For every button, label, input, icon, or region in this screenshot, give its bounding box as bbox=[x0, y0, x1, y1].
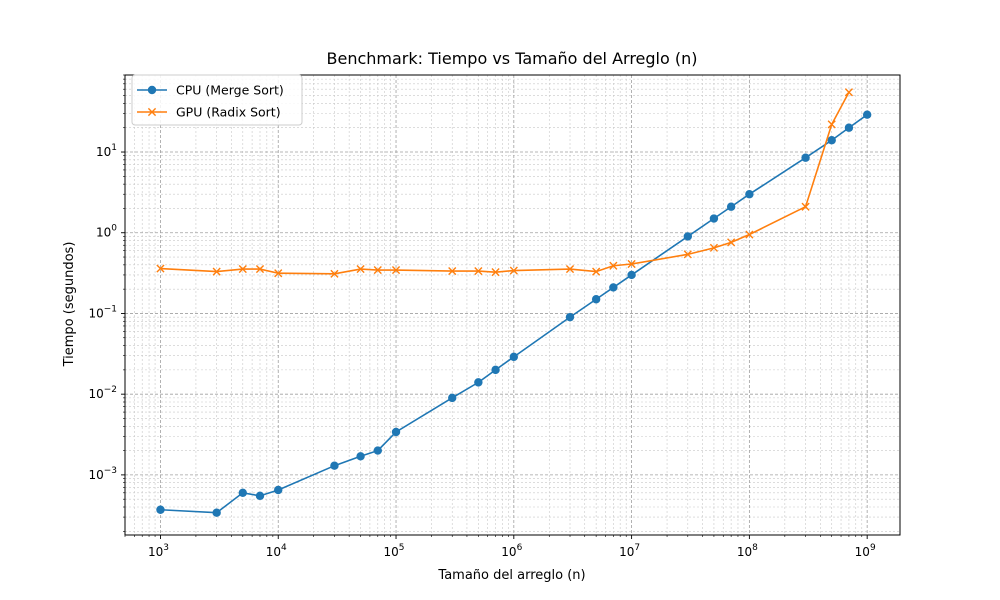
gpu-data-point bbox=[255, 264, 265, 274]
cpu-data-point bbox=[156, 505, 165, 514]
gpu-data-point bbox=[801, 202, 810, 211]
cpu-data-point bbox=[827, 136, 836, 145]
gpu-data-point bbox=[391, 265, 401, 275]
cpu-data-point bbox=[627, 270, 636, 280]
cpu-data-point bbox=[274, 485, 283, 495]
cpu-data-point bbox=[373, 446, 382, 455]
gpu-data-point bbox=[827, 120, 836, 129]
cpu-data-point bbox=[238, 488, 247, 497]
gpu-data-point bbox=[844, 88, 854, 97]
legend-box bbox=[131, 74, 303, 126]
legend: CPU (Merge Sort) GPU (Radix Sort) bbox=[131, 74, 303, 126]
cpu-data-point bbox=[844, 123, 854, 132]
cpu-data-point bbox=[391, 427, 401, 437]
cpu-data-point bbox=[448, 393, 457, 403]
gpu-data-point bbox=[627, 259, 636, 269]
cpu-legend-marker bbox=[147, 85, 157, 95]
cpu-data-point bbox=[745, 190, 754, 199]
cpu-data-point bbox=[491, 365, 500, 375]
cpu-data-point bbox=[212, 508, 221, 517]
gpu-data-point bbox=[474, 266, 483, 276]
gpu-data-point bbox=[745, 230, 754, 239]
gpu-legend-label: GPU (Radix Sort) bbox=[176, 105, 281, 120]
gpu-series-line bbox=[160, 91, 850, 275]
gpu-data-point bbox=[274, 269, 283, 278]
cpu-data-point bbox=[255, 491, 265, 501]
gpu-data-point bbox=[609, 261, 618, 270]
gpu-data-point bbox=[156, 264, 165, 273]
gpu-data-point bbox=[683, 250, 692, 259]
cpu-data-point bbox=[683, 232, 692, 241]
gpu-data-point bbox=[330, 269, 339, 278]
gpu-data-point bbox=[238, 264, 247, 274]
gpu-data-point bbox=[509, 266, 518, 275]
gpu-data-point bbox=[727, 238, 736, 247]
cpu-data-point bbox=[330, 461, 339, 470]
x-axis: 103 104 105 106 107 108 109 bbox=[124, 535, 876, 559]
cpu-data-point bbox=[709, 214, 719, 223]
chart-title: Benchmark: Tiempo vs Tamaño del Arreglo … bbox=[327, 49, 698, 68]
cpu-data-point bbox=[726, 202, 736, 211]
y-axis-label: Tiempo (segundos) bbox=[62, 242, 77, 368]
gpu-data-point bbox=[356, 264, 365, 274]
cpu-data-point bbox=[474, 378, 483, 387]
gpu-data-point bbox=[709, 243, 719, 252]
cpu-data-point bbox=[356, 452, 365, 461]
cpu-legend-label: CPU (Merge Sort) bbox=[176, 83, 284, 98]
plot-area-frame bbox=[124, 74, 901, 536]
gpu-data-point bbox=[592, 267, 601, 276]
cpu-data-point bbox=[862, 110, 872, 119]
cpu-data-point bbox=[609, 283, 618, 292]
gpu-data-point bbox=[491, 268, 500, 277]
major-grid bbox=[125, 75, 900, 535]
series-layer bbox=[156, 88, 872, 517]
gpu-data-point bbox=[565, 264, 575, 274]
gpu-data-point bbox=[448, 266, 457, 276]
cpu-data-point bbox=[801, 153, 810, 162]
cpu-data-point bbox=[509, 352, 519, 362]
cpu-data-point bbox=[565, 312, 575, 322]
gpu-legend-marker bbox=[147, 107, 157, 117]
x-axis-label: Tamaño del arreglo (n) bbox=[437, 568, 585, 583]
gpu-data-point bbox=[373, 265, 382, 275]
cpu-data-point bbox=[591, 295, 601, 304]
gpu-data-point bbox=[212, 267, 221, 276]
